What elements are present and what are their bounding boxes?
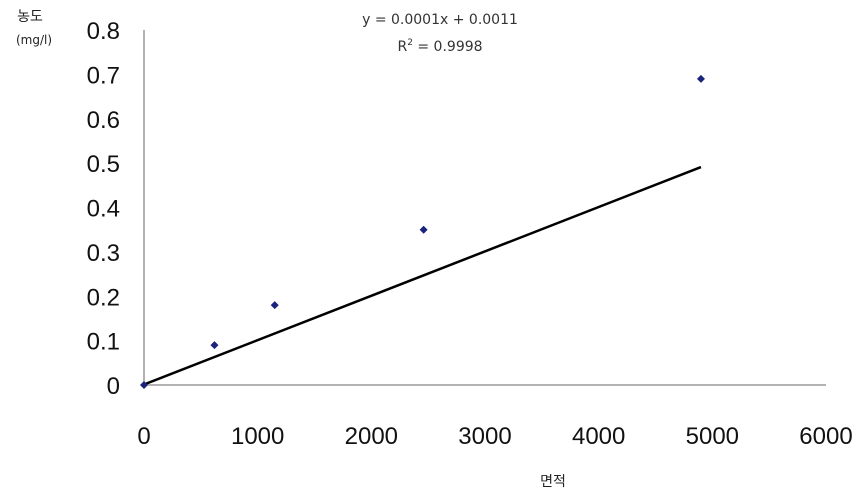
data-point	[210, 341, 218, 349]
y-tick-label: 0.6	[87, 107, 120, 134]
y-tick-label: 0.7	[87, 62, 120, 89]
y-tick-label: 0.3	[87, 240, 120, 267]
x-tick-label: 0	[137, 423, 150, 450]
x-tick-label: 5000	[686, 423, 739, 450]
data-point	[697, 75, 705, 83]
y-tick-label: 0	[107, 373, 120, 400]
y-axis-unit: (mg/l)	[16, 33, 52, 47]
y-tick-label: 0.2	[87, 284, 120, 311]
x-tick-labels: 0 1000 2000 3000 4000 5000 6000	[137, 423, 852, 450]
trendline-equation: y = 0.0001x + 0.0011	[362, 12, 518, 28]
x-tick-label: 1000	[231, 423, 284, 450]
x-tick-label: 3000	[458, 423, 511, 450]
y-tick-label: 0.5	[87, 151, 120, 178]
x-axis-title: 면적	[540, 474, 566, 490]
x-tick-label: 2000	[345, 423, 398, 450]
r-squared-value: = 0.9998	[413, 39, 483, 55]
data-point	[271, 301, 279, 309]
y-axis-title: 농도	[17, 9, 43, 25]
y-tick-label: 0.8	[87, 18, 120, 45]
x-tick-label: 6000	[799, 423, 852, 450]
data-point	[420, 226, 428, 234]
r-squared-prefix: R	[397, 39, 407, 55]
x-tick-label: 4000	[572, 423, 625, 450]
y-tick-label: 0.1	[87, 329, 120, 356]
r-squared-label: R2 = 0.9998	[397, 38, 482, 55]
y-tick-label: 0.4	[87, 196, 120, 223]
data-points	[140, 75, 705, 389]
trend-line	[144, 167, 701, 384]
y-tick-labels: 0 0.1 0.2 0.3 0.4 0.5 0.6 0.7 0.8	[87, 18, 120, 400]
